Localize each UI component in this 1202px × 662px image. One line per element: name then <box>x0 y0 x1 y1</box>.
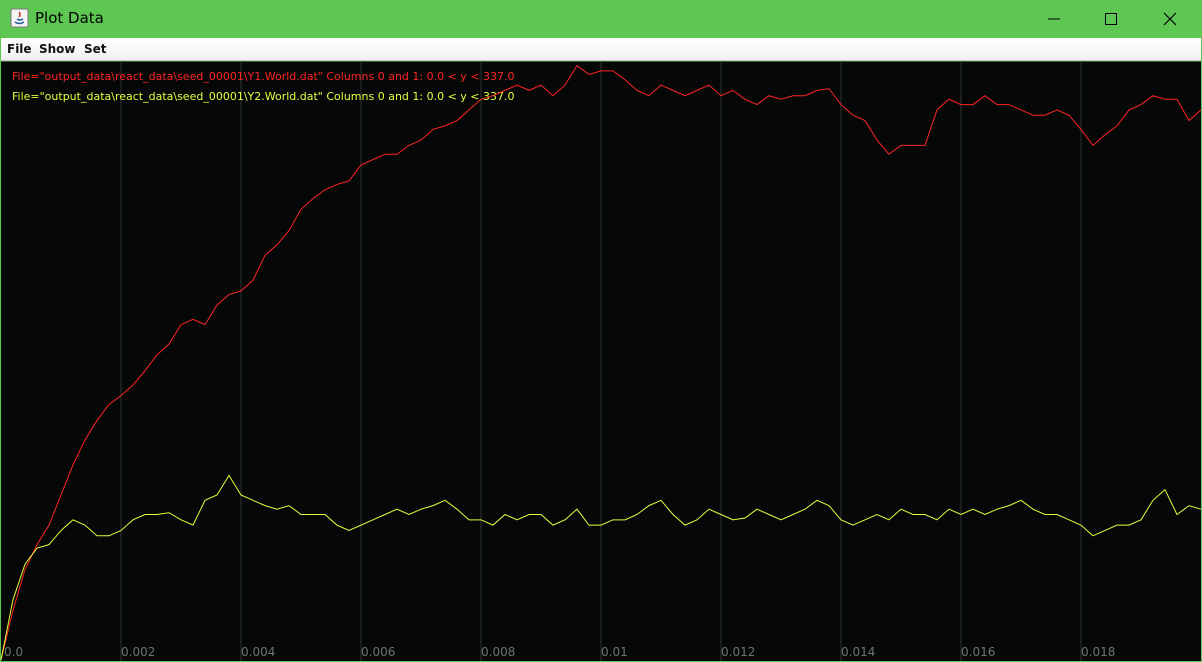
x-tick-label: 0.004 <box>241 645 275 659</box>
x-tick-label: 0.014 <box>841 645 875 659</box>
menu-item[interactable]: Show <box>39 42 76 56</box>
maximize-button[interactable] <box>1105 13 1117 25</box>
x-tick-label: 0.0 <box>4 645 23 659</box>
title-bar: Plot Data <box>0 0 1202 38</box>
data-line <box>0 474 1202 661</box>
x-tick-label: 0.006 <box>361 645 395 659</box>
x-tick-label: 0.016 <box>961 645 995 659</box>
legend-entry: File="output_data\react_data\seed_00001\… <box>12 90 515 103</box>
plot-area: 0.0 0.002 0.004 0.006 0.008 0.01 0.012 0.014 0.0… <box>0 61 1202 662</box>
legend-entry: File="output_data\react_data\seed_00001\… <box>12 70 515 83</box>
menu-item[interactable]: File <box>7 42 32 56</box>
x-tick-label: 0.018 <box>1081 645 1115 659</box>
menu-item[interactable]: Set <box>84 42 107 56</box>
x-tick-label: 0.01 <box>601 645 628 659</box>
x-tick-label: 0.012 <box>721 645 755 659</box>
title-bar-icons <box>10 8 1177 28</box>
close-button[interactable] <box>1163 12 1177 26</box>
window-title: Plot Data <box>35 9 104 27</box>
app-icon-steam <box>18 11 21 18</box>
x-tick-label: 0.002 <box>121 645 155 659</box>
app-icon-cup <box>14 18 25 25</box>
menu-bar: File Show Set <box>1 38 1201 61</box>
data-line <box>0 64 1202 661</box>
x-tick-label: 0.008 <box>481 645 515 659</box>
